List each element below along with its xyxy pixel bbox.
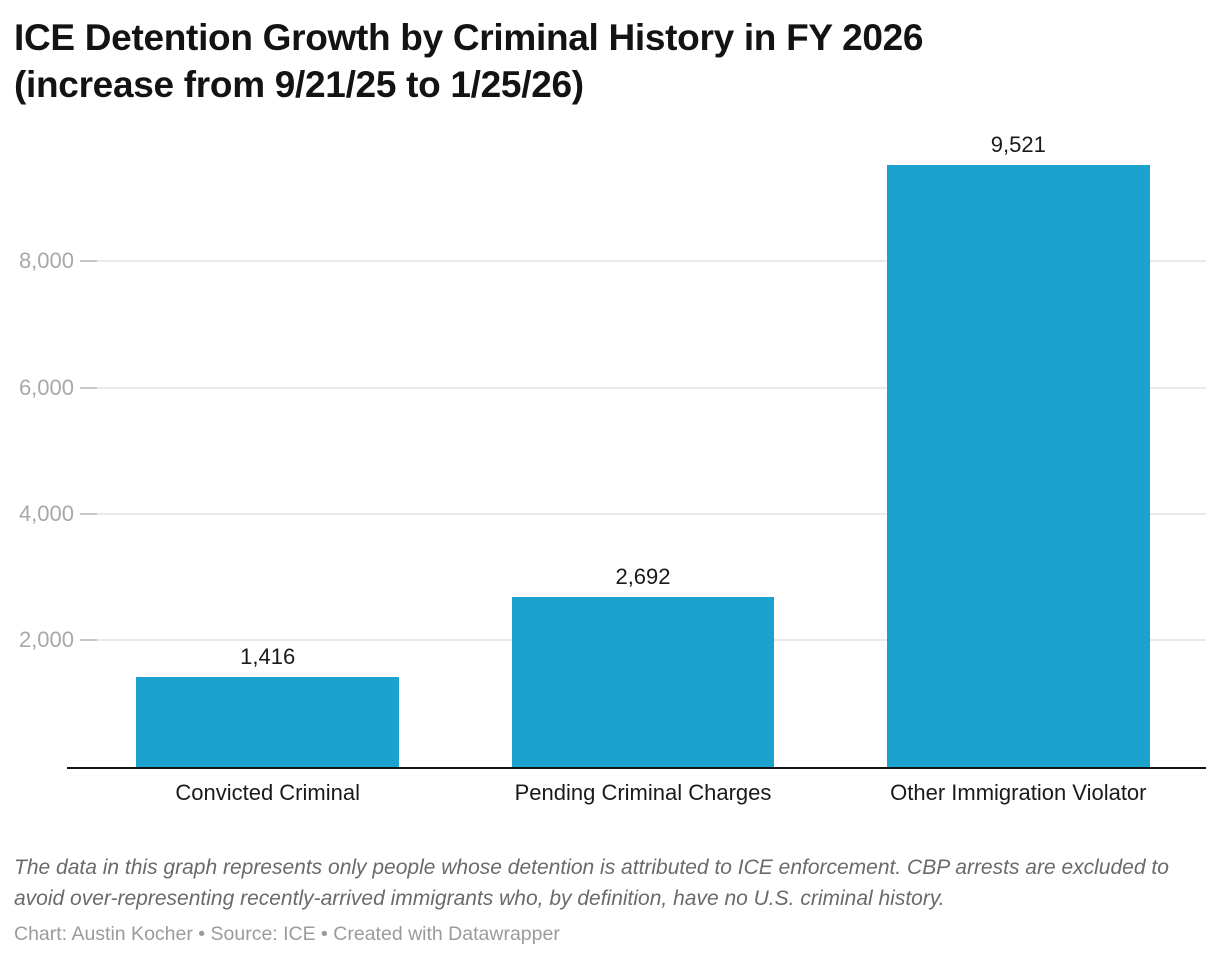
page-title: ICE Detention Growth by Criminal History… — [14, 14, 1206, 109]
bar-group: 1,416 — [80, 135, 455, 767]
category-label: Other Immigration Violator — [890, 779, 1147, 805]
bar-other-immigration-violator[interactable] — [886, 165, 1150, 767]
bar-group: 9,521 — [831, 132, 1206, 767]
bar-pending-criminal-charges[interactable] — [511, 596, 775, 767]
credit-line: Chart: Austin Kocher • Source: ICE • Cre… — [14, 922, 560, 945]
page-title-line-2: (increase from 9/21/25 to 1/25/26) — [14, 64, 584, 106]
y-tick-label: 8,000 — [18, 248, 74, 274]
y-tick-label: 6,000 — [18, 374, 74, 400]
plot-area: 1,416 2,692 9,521 — [67, 132, 1206, 770]
bars-layer: 1,416 2,692 9,521 — [80, 132, 1206, 767]
chart-footer: The data in this graph represents only p… — [14, 852, 1206, 946]
footnote-text: The data in this graph represents only p… — [14, 855, 1169, 910]
gridline — [80, 386, 1206, 389]
x-axis-labels: Convicted Criminal Pending Criminal Charg… — [80, 780, 1206, 806]
category-label: Pending Criminal Charges — [514, 779, 772, 805]
page-title-line-1: ICE Detention Growth by Criminal History… — [14, 17, 924, 58]
x-axis-baseline — [67, 766, 1206, 770]
category-label: Convicted Criminal — [175, 779, 360, 805]
bar-value-label: 2,692 — [615, 563, 671, 589]
y-tick-label: 2,000 — [18, 627, 74, 653]
bar-chart: 2,000 4,000 6,000 8,000 1,416 2,692 9,521 Con… — [14, 132, 1206, 806]
bar-value-label: 1,416 — [240, 644, 296, 670]
bar-value-label: 9,521 — [990, 132, 1046, 157]
bar-convicted-criminal[interactable] — [136, 677, 400, 767]
y-tick-label: 4,000 — [18, 500, 74, 526]
y-axis: 2,000 4,000 6,000 8,000 — [14, 135, 80, 767]
bar-group: 2,692 — [455, 135, 830, 767]
gridline — [80, 260, 1206, 263]
gridline — [80, 512, 1206, 515]
